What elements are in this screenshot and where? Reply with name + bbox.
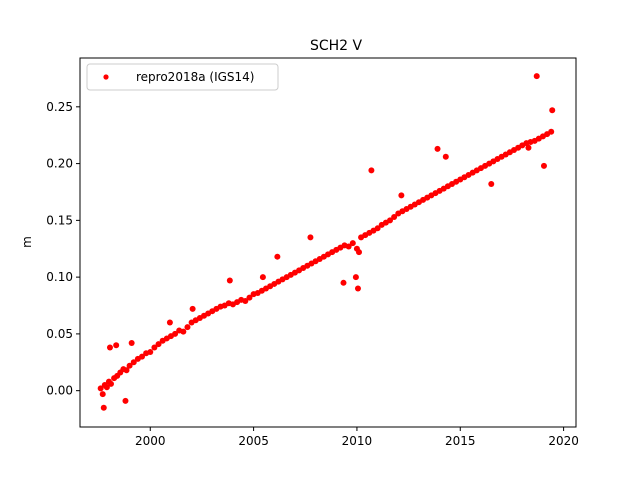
y-axis-label: m bbox=[20, 236, 34, 248]
x-tick-label: 2005 bbox=[238, 434, 269, 448]
x-tick-label: 2000 bbox=[135, 434, 166, 448]
x-tick-label: 2020 bbox=[548, 434, 579, 448]
data-point bbox=[123, 367, 130, 374]
data-point bbox=[128, 339, 135, 346]
data-point bbox=[246, 294, 253, 301]
data-point bbox=[126, 362, 133, 369]
data-point bbox=[387, 217, 393, 224]
axis-ticks: 2000 2005 2010 2015 2020 0.00 0.05 0.10 0.15 0.20… bbox=[46, 100, 579, 448]
data-point bbox=[155, 341, 162, 348]
legend-marker-icon bbox=[103, 74, 109, 80]
data-point bbox=[113, 342, 120, 349]
data-point bbox=[354, 285, 361, 292]
scatter-points bbox=[97, 73, 556, 411]
data-point bbox=[442, 153, 449, 160]
x-tick-label: 2015 bbox=[445, 434, 476, 448]
data-point bbox=[352, 274, 359, 281]
data-point bbox=[549, 107, 556, 114]
data-point bbox=[100, 404, 107, 411]
data-point bbox=[108, 380, 114, 387]
y-tick-label: 0.20 bbox=[46, 157, 73, 171]
chart-title: SCH2 V bbox=[310, 38, 363, 54]
data-point bbox=[398, 192, 405, 199]
data-point bbox=[345, 243, 352, 250]
data-point bbox=[122, 397, 129, 404]
data-point bbox=[259, 274, 266, 281]
data-point bbox=[139, 353, 145, 360]
data-point bbox=[99, 391, 106, 398]
data-point bbox=[172, 330, 179, 337]
data-point bbox=[434, 145, 441, 152]
data-point bbox=[307, 234, 314, 241]
data-point bbox=[548, 128, 555, 135]
data-point bbox=[391, 213, 398, 220]
y-tick-label: 0.00 bbox=[46, 384, 73, 398]
data-point bbox=[166, 319, 173, 326]
data-point bbox=[540, 162, 547, 169]
data-point bbox=[189, 305, 196, 312]
data-point bbox=[349, 240, 356, 247]
legend: repro2018a (IGS14) bbox=[86, 63, 279, 91]
data-point bbox=[274, 253, 281, 260]
data-point bbox=[242, 297, 249, 304]
data-point bbox=[533, 73, 540, 80]
data-point bbox=[130, 359, 137, 366]
y-tick-label: 0.25 bbox=[46, 100, 73, 114]
data-point bbox=[180, 328, 187, 335]
y-tick-label: 0.15 bbox=[46, 213, 73, 227]
legend-box bbox=[86, 63, 279, 91]
y-tick-label: 0.05 bbox=[46, 327, 73, 341]
data-point bbox=[356, 249, 362, 256]
plot-area-frame bbox=[79, 57, 577, 428]
x-tick-label: 2010 bbox=[342, 434, 373, 448]
data-point bbox=[340, 279, 347, 286]
data-point bbox=[106, 344, 113, 351]
data-point bbox=[97, 385, 104, 392]
y-tick-label: 0.10 bbox=[46, 270, 73, 284]
data-point bbox=[368, 167, 375, 174]
data-point bbox=[151, 344, 158, 351]
data-point bbox=[226, 277, 233, 284]
data-point bbox=[103, 384, 110, 391]
legend-label: repro2018a (IGS14) bbox=[136, 70, 254, 84]
data-point bbox=[525, 144, 532, 151]
data-point bbox=[147, 349, 154, 356]
data-point bbox=[374, 225, 381, 232]
data-point bbox=[488, 181, 495, 188]
data-point bbox=[184, 324, 191, 331]
